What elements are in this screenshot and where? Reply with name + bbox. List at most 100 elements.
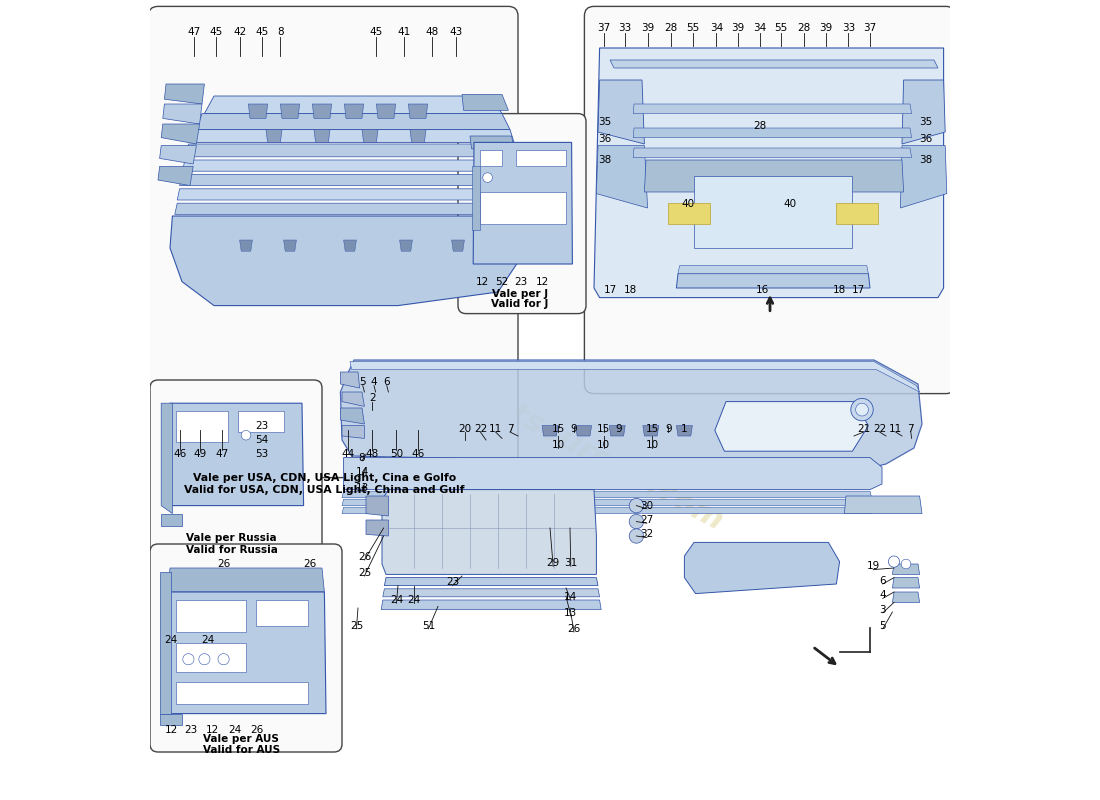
Polygon shape	[162, 514, 182, 526]
Polygon shape	[170, 216, 525, 306]
Polygon shape	[160, 146, 197, 164]
Text: 26: 26	[250, 725, 263, 734]
Text: 29: 29	[547, 558, 560, 568]
Circle shape	[629, 498, 644, 513]
Polygon shape	[160, 714, 182, 725]
Text: 23: 23	[515, 277, 528, 286]
Circle shape	[199, 654, 210, 665]
Text: 13: 13	[564, 608, 578, 618]
Text: 45: 45	[370, 27, 383, 37]
Text: 32: 32	[640, 530, 653, 539]
Text: 31: 31	[564, 558, 578, 568]
Text: 12: 12	[476, 277, 490, 286]
Polygon shape	[376, 104, 396, 118]
Polygon shape	[694, 176, 852, 248]
Text: 54: 54	[255, 435, 268, 445]
Text: 1: 1	[681, 424, 688, 434]
Polygon shape	[594, 48, 944, 298]
Polygon shape	[342, 491, 871, 498]
Text: 35: 35	[920, 117, 933, 126]
Polygon shape	[240, 240, 252, 251]
Text: 4: 4	[880, 590, 887, 600]
Text: 10: 10	[646, 440, 659, 450]
Polygon shape	[410, 130, 426, 142]
Text: 6: 6	[880, 576, 887, 586]
Polygon shape	[238, 411, 285, 432]
Polygon shape	[408, 104, 428, 118]
Text: 46: 46	[174, 450, 187, 459]
Polygon shape	[343, 458, 882, 490]
Text: 36: 36	[920, 134, 933, 144]
Polygon shape	[452, 240, 464, 251]
Text: 40: 40	[783, 199, 796, 209]
Polygon shape	[164, 84, 205, 104]
Text: 37: 37	[597, 23, 611, 33]
Polygon shape	[836, 203, 878, 224]
FancyBboxPatch shape	[458, 114, 586, 314]
Text: 25: 25	[358, 568, 371, 578]
Polygon shape	[642, 426, 659, 436]
Text: 12: 12	[164, 725, 178, 734]
Text: 18: 18	[624, 285, 637, 294]
Polygon shape	[342, 426, 364, 438]
Text: 7: 7	[908, 424, 914, 434]
Text: 45: 45	[255, 27, 268, 37]
Text: 38: 38	[597, 155, 611, 165]
Text: 45: 45	[210, 27, 223, 37]
Polygon shape	[163, 104, 202, 124]
Polygon shape	[384, 578, 598, 586]
Polygon shape	[399, 240, 412, 251]
Polygon shape	[162, 403, 173, 514]
Polygon shape	[266, 130, 282, 142]
Text: Vale per Russia: Vale per Russia	[186, 534, 277, 543]
Polygon shape	[516, 150, 566, 166]
Text: 48: 48	[425, 27, 438, 37]
Text: Valid for AUS: Valid for AUS	[202, 746, 279, 755]
Text: 27: 27	[640, 515, 653, 525]
Polygon shape	[340, 360, 922, 468]
Text: 34: 34	[754, 23, 767, 33]
Polygon shape	[194, 130, 514, 142]
Text: Valid for Russia: Valid for Russia	[186, 545, 277, 554]
Polygon shape	[343, 240, 356, 251]
Text: 52: 52	[495, 277, 508, 286]
Circle shape	[629, 529, 644, 543]
Polygon shape	[678, 266, 868, 274]
Text: 37: 37	[864, 23, 877, 33]
Polygon shape	[715, 402, 868, 451]
Polygon shape	[383, 589, 600, 597]
Text: 24: 24	[164, 635, 178, 645]
Text: 55: 55	[774, 23, 788, 33]
Text: 55: 55	[686, 23, 700, 33]
Polygon shape	[255, 600, 308, 626]
Text: 33: 33	[842, 23, 855, 33]
Polygon shape	[676, 426, 692, 436]
Text: 47: 47	[216, 450, 229, 459]
Circle shape	[856, 403, 868, 416]
Polygon shape	[542, 426, 558, 436]
Polygon shape	[205, 96, 502, 114]
Text: 39: 39	[820, 23, 833, 33]
Polygon shape	[462, 94, 508, 110]
Text: 20: 20	[459, 424, 472, 434]
Circle shape	[483, 173, 493, 182]
Polygon shape	[312, 104, 331, 118]
Polygon shape	[340, 372, 360, 388]
Text: 24: 24	[407, 595, 420, 605]
Text: 41: 41	[398, 27, 411, 37]
Polygon shape	[182, 160, 519, 171]
Text: 40: 40	[681, 199, 694, 209]
Polygon shape	[175, 203, 525, 214]
Polygon shape	[472, 166, 480, 230]
Text: sparepartseurope.com: sparepartseurope.com	[371, 328, 729, 536]
Polygon shape	[177, 189, 522, 200]
Text: 12: 12	[206, 725, 219, 734]
Text: 15: 15	[597, 424, 611, 434]
Text: 10: 10	[597, 440, 611, 450]
Text: 43: 43	[449, 27, 462, 37]
Text: 53: 53	[255, 450, 268, 459]
Polygon shape	[901, 146, 947, 208]
Polygon shape	[382, 490, 596, 574]
Polygon shape	[162, 124, 199, 144]
Polygon shape	[382, 600, 602, 610]
